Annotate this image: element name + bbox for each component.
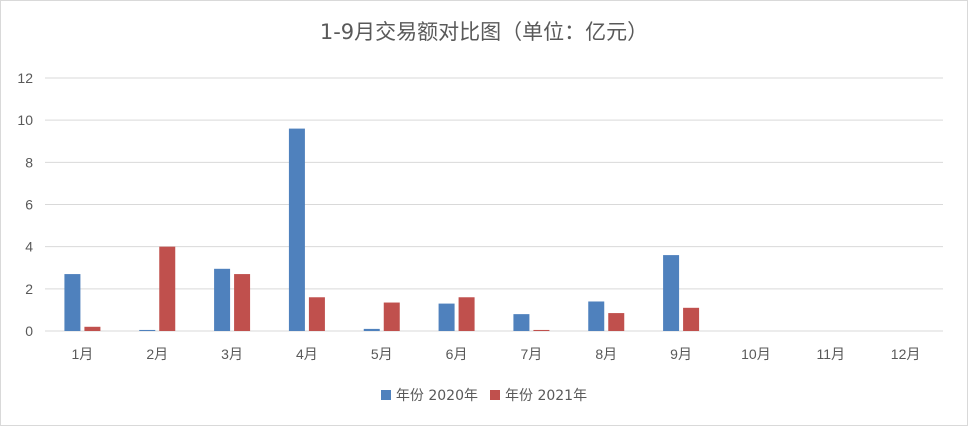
bar-2020 bbox=[663, 255, 680, 331]
bar-2021 bbox=[84, 326, 101, 331]
legend-item-2021: 年份 2021年 bbox=[490, 385, 587, 405]
bar-2020 bbox=[588, 301, 605, 331]
bar-2021 bbox=[458, 297, 475, 331]
bar-2021 bbox=[533, 329, 550, 331]
legend-swatch-2021 bbox=[490, 390, 500, 400]
bar-2020 bbox=[513, 314, 530, 331]
x-tick-label: 3月 bbox=[221, 346, 243, 362]
bar-2021 bbox=[234, 274, 251, 331]
y-tick-label: 10 bbox=[17, 112, 33, 128]
x-axis-ticks: 1月 2月 3月 4月 5月 6月 7月 8月 9月 10月 11月 12月 bbox=[72, 346, 921, 362]
y-axis-ticks: 0 2 4 6 8 10 12 bbox=[17, 70, 33, 339]
x-tick-label: 6月 bbox=[446, 346, 468, 362]
x-tick-label: 7月 bbox=[521, 346, 543, 362]
legend-swatch-2020 bbox=[380, 390, 391, 400]
y-tick-label: 6 bbox=[25, 197, 33, 213]
legend: 年份 2020年 年份 2021年 bbox=[0, 385, 968, 405]
x-tick-label: 10月 bbox=[741, 346, 771, 362]
bars bbox=[64, 128, 700, 331]
gridlines bbox=[45, 77, 943, 332]
bar-2021 bbox=[159, 246, 176, 331]
chart-title: 1-9月交易额对比图（单位：亿元） bbox=[319, 20, 649, 44]
bar-2020 bbox=[363, 328, 380, 331]
bar-2021 bbox=[608, 313, 625, 331]
x-tick-label: 4月 bbox=[296, 346, 318, 362]
y-tick-label: 12 bbox=[17, 70, 33, 86]
bar-2021 bbox=[683, 307, 700, 331]
bar-2021 bbox=[383, 302, 400, 331]
y-tick-label: 8 bbox=[25, 154, 33, 170]
legend-item-2020: 年份 2020年 bbox=[380, 385, 478, 405]
bar-2021 bbox=[308, 297, 325, 331]
bar-2020 bbox=[438, 303, 455, 331]
y-tick-label: 2 bbox=[25, 281, 33, 297]
x-tick-label: 5月 bbox=[371, 346, 393, 362]
x-tick-label: 11月 bbox=[816, 346, 845, 362]
y-tick-label: 4 bbox=[25, 239, 33, 255]
bar-2020 bbox=[214, 268, 231, 331]
legend-label-2021: 年份 2021年 bbox=[505, 388, 588, 404]
x-tick-label: 1月 bbox=[72, 346, 94, 362]
x-tick-label: 12月 bbox=[891, 346, 921, 362]
legend-label-2020: 年份 2020年 bbox=[395, 388, 478, 404]
x-tick-label: 9月 bbox=[670, 346, 692, 362]
bar-2020 bbox=[64, 274, 81, 331]
x-tick-label: 2月 bbox=[146, 346, 168, 362]
bar-2020 bbox=[139, 329, 156, 331]
x-tick-label: 8月 bbox=[595, 346, 617, 362]
y-tick-label: 0 bbox=[25, 323, 33, 339]
bar-2020 bbox=[288, 128, 305, 331]
